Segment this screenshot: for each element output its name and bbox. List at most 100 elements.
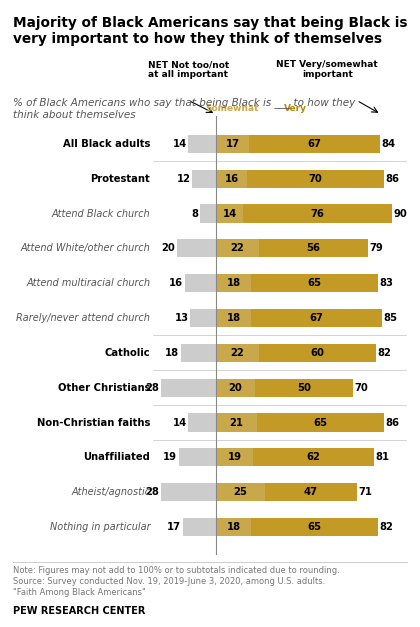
Bar: [257, 413, 384, 431]
Bar: [216, 344, 259, 362]
Bar: [179, 448, 216, 466]
Bar: [216, 379, 255, 397]
Text: 20: 20: [228, 382, 242, 393]
Bar: [259, 240, 368, 258]
Text: 14: 14: [223, 209, 236, 219]
Text: 47: 47: [304, 487, 318, 497]
Text: 70: 70: [309, 174, 323, 184]
Text: 70: 70: [354, 382, 368, 393]
Text: 17: 17: [226, 139, 239, 149]
Text: NET Not too/not
at all important: NET Not too/not at all important: [148, 60, 229, 80]
Bar: [192, 170, 216, 187]
Text: 21: 21: [229, 418, 243, 428]
Bar: [216, 240, 259, 258]
Bar: [259, 344, 376, 362]
Text: 18: 18: [165, 348, 179, 358]
Bar: [216, 204, 243, 223]
Text: 50: 50: [297, 382, 311, 393]
Text: Catholic: Catholic: [105, 348, 150, 358]
Text: 65: 65: [307, 278, 322, 288]
Text: 82: 82: [378, 348, 391, 358]
Text: 56: 56: [307, 243, 320, 253]
Bar: [181, 344, 216, 362]
Bar: [216, 170, 247, 187]
Text: 90: 90: [393, 209, 407, 219]
Text: 18: 18: [226, 313, 241, 323]
Text: Atheist/agnostic: Atheist/agnostic: [71, 487, 150, 497]
Text: 85: 85: [383, 313, 398, 323]
Text: Protestant: Protestant: [91, 174, 150, 184]
Bar: [216, 483, 265, 501]
Bar: [200, 204, 216, 223]
Text: 67: 67: [310, 313, 323, 323]
Bar: [216, 135, 249, 153]
Text: 28: 28: [146, 487, 160, 497]
Text: Nothing in particular: Nothing in particular: [50, 522, 150, 532]
Text: 22: 22: [231, 348, 244, 358]
Text: 22: 22: [231, 243, 244, 253]
Text: 82: 82: [380, 522, 394, 532]
Text: PEW RESEARCH CENTER: PEW RESEARCH CENTER: [13, 606, 145, 616]
Text: Unaffiliated: Unaffiliated: [84, 452, 150, 462]
Bar: [189, 135, 216, 153]
Text: Attend Black church: Attend Black church: [52, 209, 150, 219]
Text: 20: 20: [161, 243, 175, 253]
Bar: [216, 413, 257, 431]
Text: 19: 19: [227, 452, 242, 462]
Bar: [161, 483, 216, 501]
Text: 86: 86: [386, 174, 399, 184]
Bar: [216, 518, 251, 536]
Bar: [251, 309, 382, 327]
Text: 14: 14: [173, 418, 187, 428]
Text: Other Christians: Other Christians: [58, 382, 150, 393]
Text: Somewhat: Somewhat: [206, 103, 259, 112]
Bar: [216, 309, 251, 327]
Text: 13: 13: [175, 313, 189, 323]
Bar: [251, 274, 378, 292]
Bar: [177, 240, 216, 258]
Text: 65: 65: [307, 522, 322, 532]
Text: All Black adults: All Black adults: [63, 139, 150, 149]
Bar: [189, 413, 216, 431]
Text: 86: 86: [386, 418, 399, 428]
Text: Very: Very: [284, 103, 307, 112]
Text: 8: 8: [192, 209, 199, 219]
Text: Rarely/never attend church: Rarely/never attend church: [16, 313, 150, 323]
Text: 25: 25: [234, 487, 247, 497]
Text: 83: 83: [380, 278, 394, 288]
Bar: [161, 379, 216, 397]
Text: 18: 18: [226, 278, 241, 288]
Text: 14: 14: [173, 139, 187, 149]
Text: 19: 19: [163, 452, 177, 462]
Text: 81: 81: [376, 452, 390, 462]
Text: Non-Christian faiths: Non-Christian faiths: [37, 418, 150, 428]
Bar: [253, 448, 374, 466]
Text: 84: 84: [382, 139, 396, 149]
Text: 16: 16: [224, 174, 239, 184]
Bar: [183, 518, 216, 536]
Text: NET Very/somewhat
important: NET Very/somewhat important: [276, 60, 378, 80]
Text: 60: 60: [310, 348, 324, 358]
Text: Majority of Black Americans say that being Black is
very important to how they t: Majority of Black Americans say that bei…: [13, 16, 407, 46]
Bar: [243, 204, 392, 223]
Text: 16: 16: [169, 278, 183, 288]
Text: 71: 71: [358, 487, 372, 497]
Bar: [265, 483, 357, 501]
Text: 17: 17: [167, 522, 181, 532]
Text: Attend White/other church: Attend White/other church: [21, 243, 150, 253]
Text: Note: Figures may not add to 100% or to subtotals indicated due to rounding.
Sou: Note: Figures may not add to 100% or to …: [13, 566, 339, 597]
Text: 65: 65: [313, 418, 328, 428]
Bar: [184, 274, 216, 292]
Text: 18: 18: [226, 522, 241, 532]
Text: 76: 76: [310, 209, 324, 219]
Bar: [216, 274, 251, 292]
Text: 28: 28: [146, 382, 160, 393]
Bar: [249, 135, 380, 153]
Text: Attend multiracial church: Attend multiracial church: [26, 278, 150, 288]
Text: 62: 62: [307, 452, 320, 462]
Text: 12: 12: [177, 174, 191, 184]
Text: % of Black Americans who say that being Black is ___ to how they
think about the: % of Black Americans who say that being …: [13, 97, 355, 120]
Text: 79: 79: [370, 243, 383, 253]
Bar: [251, 518, 378, 536]
Bar: [190, 309, 216, 327]
